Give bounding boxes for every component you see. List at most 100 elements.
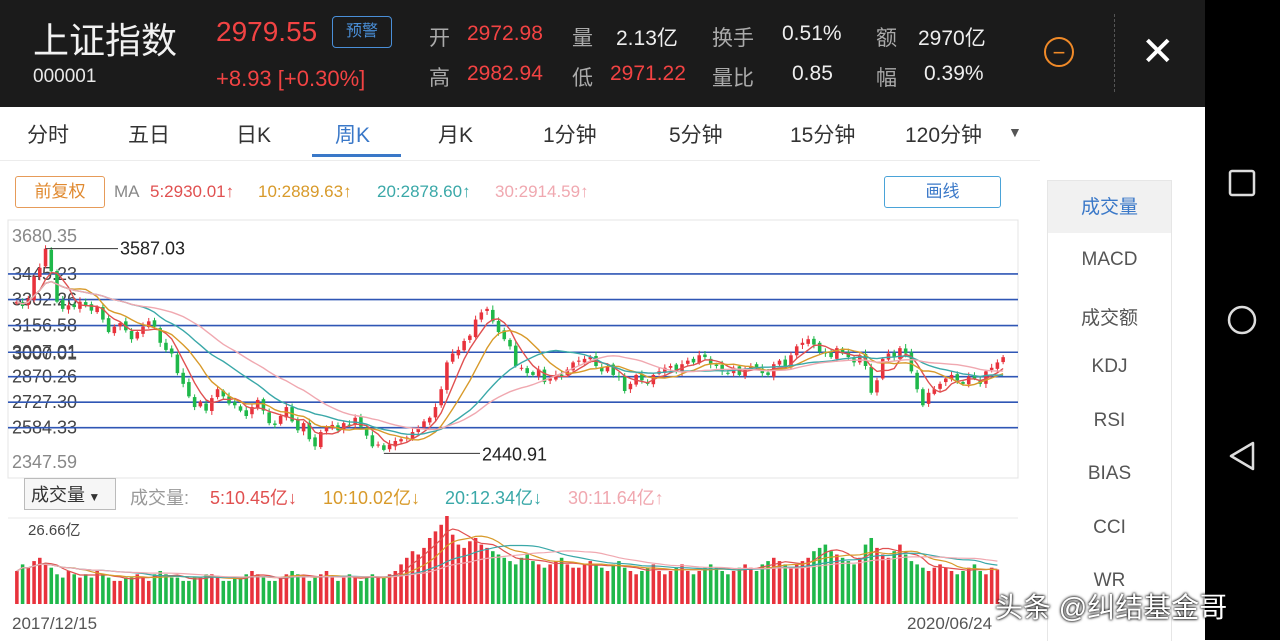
candle-body [485, 308, 489, 311]
volume-bar [599, 567, 604, 604]
candle-body [244, 410, 249, 416]
candle-body [812, 338, 816, 345]
system-nav-bar [1205, 0, 1280, 640]
volume-bar [101, 574, 105, 604]
indicator-wr[interactable]: WR [1093, 570, 1126, 591]
chevron-down-icon[interactable]: ▼ [1008, 124, 1022, 140]
volume-bar [405, 557, 409, 604]
candle-body [393, 440, 398, 447]
home-icon[interactable] [1227, 305, 1257, 335]
quote-value-low: 2971.22 [610, 62, 686, 85]
volume-bar [181, 580, 185, 604]
volume-bar [909, 561, 914, 604]
volume-bar [152, 574, 157, 604]
candle-body [118, 323, 122, 327]
y-tick-label: 2347.59 [12, 452, 77, 472]
tab-intraday[interactable]: 分时 [27, 124, 69, 147]
candle-body [697, 355, 702, 364]
indicator-kdj[interactable]: KDJ [1091, 356, 1128, 377]
minus-circle-icon[interactable]: − [1044, 37, 1074, 67]
volume-bar [456, 544, 461, 604]
candle-body [267, 412, 271, 424]
candle-body [749, 365, 753, 370]
volume-bar [955, 574, 960, 604]
min-price-label: 2440.91 [482, 444, 547, 464]
candle-body [106, 318, 111, 333]
header-divider [1114, 14, 1115, 92]
candle-body [502, 330, 507, 340]
candle-body [972, 375, 977, 379]
volume-indicator-select[interactable]: 成交量 ▼ [24, 478, 116, 510]
tab-five-day[interactable]: 五日 [128, 124, 170, 147]
back-icon[interactable] [1229, 441, 1255, 471]
price-chart-frame [7, 219, 1019, 479]
volume-bar [468, 541, 472, 604]
volume-bar [789, 567, 793, 604]
current-price: 2979.55 [216, 16, 318, 47]
volume-bar [462, 547, 466, 604]
indicator-macd[interactable]: MACD [1081, 249, 1138, 270]
volume-bar [714, 567, 719, 604]
candle-body [83, 302, 88, 306]
kline-chart[interactable]: 3680.353445.233302.263156.583007.013000.… [0, 0, 1040, 640]
tab-daily-k[interactable]: 日K [236, 124, 272, 147]
tab-5min[interactable]: 5分钟 [669, 124, 723, 147]
candle-body [146, 321, 151, 328]
candle-body [668, 365, 673, 368]
tab-weekly-k[interactable]: 周K [335, 124, 371, 147]
volume-bar [215, 577, 220, 604]
volume-bar [668, 570, 673, 604]
close-icon[interactable]: ✕ [1141, 30, 1175, 74]
quote-value-high: 2982.94 [467, 62, 543, 85]
recents-icon[interactable] [1228, 169, 1256, 197]
candle-body [491, 309, 495, 322]
indicator-cci[interactable]: CCI [1093, 517, 1126, 538]
volume-bar [313, 577, 317, 604]
candle-body [181, 372, 185, 384]
candle-body [49, 249, 54, 272]
volume-bar [743, 564, 747, 604]
indicator-amount[interactable]: 成交额 [1080, 308, 1138, 329]
volume-bar [513, 564, 518, 604]
volume-bar [645, 567, 650, 604]
volume-bar [938, 564, 942, 604]
volume-bar [995, 569, 1000, 604]
candle-body [273, 423, 277, 425]
indicator-rsi[interactable]: RSI [1093, 410, 1126, 431]
draw-line-button[interactable]: 画线 [884, 176, 1001, 208]
volume-bar [278, 577, 283, 604]
candle-body [909, 352, 914, 372]
volume-bar [301, 577, 306, 604]
ma10-value: 10:2889.63↑ [258, 182, 352, 201]
volume-bar [961, 570, 965, 604]
tab-15min[interactable]: 15分钟 [790, 124, 856, 147]
candle-body [204, 403, 208, 411]
candle-body [840, 348, 845, 354]
indicator-bias[interactable]: BIAS [1087, 463, 1132, 484]
candle-body [835, 348, 839, 359]
quote-value-amount: 2970亿 [918, 27, 986, 50]
tab-1min[interactable]: 1分钟 [543, 124, 597, 147]
volume-bar [898, 544, 902, 604]
volume-bar [146, 580, 151, 604]
volume-bar [347, 574, 352, 604]
candle-body [468, 335, 472, 340]
vol-ma10-value: 10:10.02亿↓ [323, 488, 421, 508]
candle-body [622, 376, 627, 391]
candle-body [903, 348, 908, 354]
candle-body [221, 390, 226, 397]
candle-body [932, 389, 937, 394]
alert-button[interactable]: 预警 [332, 16, 392, 48]
candle-body [387, 444, 392, 450]
volume-bar [944, 567, 948, 604]
volume-bar [502, 557, 507, 604]
tab-120min[interactable]: 120分钟 [905, 124, 983, 147]
tab-monthly-k[interactable]: 月K [438, 124, 474, 147]
adjust-mode-button[interactable]: 前复权 [15, 176, 105, 208]
ma5-value: 5:2930.01↑ [150, 182, 235, 201]
volume-bar [26, 567, 31, 604]
indicator-volume[interactable]: 成交量 [1048, 181, 1171, 233]
volume-bar [617, 561, 621, 604]
volume-bar [232, 577, 237, 604]
ma5-line [16, 271, 1004, 447]
